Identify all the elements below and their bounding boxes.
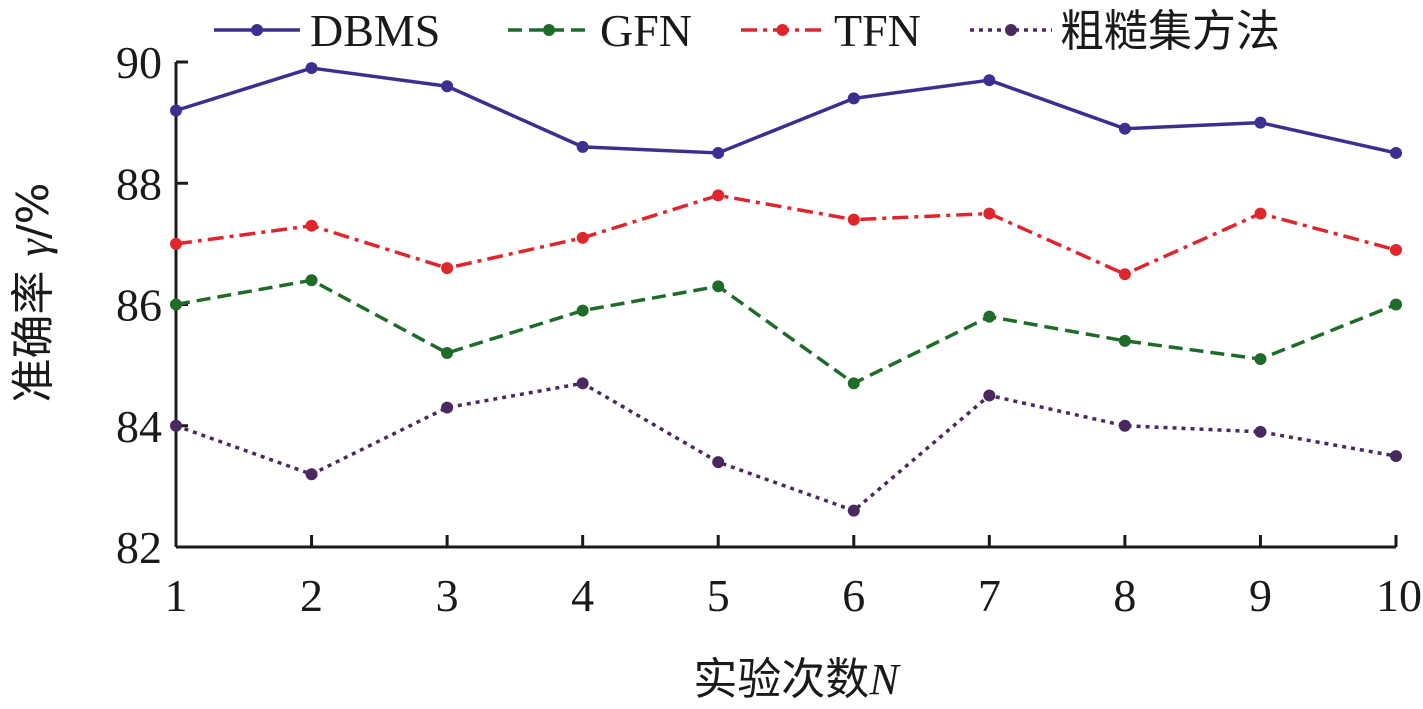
y-tick-label: 86 (116, 280, 162, 331)
legend-label: 粗糙集方法 (1060, 6, 1280, 57)
y-tick-label: 82 (116, 522, 162, 573)
x-tick-label: 3 (436, 570, 459, 621)
data-point (983, 310, 996, 323)
data-point (305, 62, 318, 75)
y-tick-label: 84 (116, 401, 162, 452)
data-point (441, 262, 454, 275)
data-point (305, 468, 318, 481)
data-point (305, 219, 318, 232)
data-point (1254, 207, 1267, 220)
data-point (170, 298, 182, 311)
data-point (576, 231, 589, 244)
data-point (1254, 353, 1267, 366)
data-point (305, 274, 318, 287)
y-tick-label: 90 (116, 37, 162, 88)
data-point (170, 104, 182, 117)
data-point (847, 213, 860, 226)
y-axis-title-text: 准确率 (8, 256, 59, 402)
data-point (170, 419, 182, 432)
series-line (175, 66, 1397, 155)
data-point (576, 140, 589, 153)
legend-entry: 粗糙集方法 (970, 6, 1280, 57)
x-tick-label: 9 (1249, 570, 1272, 621)
x-tick-label: 10 (1376, 570, 1422, 621)
data-point (1254, 116, 1267, 129)
data-point (441, 80, 454, 93)
legend-marker (543, 24, 555, 36)
y-tick-label: 88 (116, 158, 162, 209)
data-point (576, 304, 589, 317)
data-point (712, 280, 725, 293)
data-point (1118, 268, 1131, 281)
series-4 (170, 377, 1402, 517)
x-tick-label: 4 (571, 570, 594, 621)
data-point (441, 347, 454, 359)
data-point (712, 189, 725, 202)
series-1 (170, 62, 1402, 159)
data-point (983, 389, 996, 402)
data-point (1118, 419, 1131, 432)
legend: DBMS GFN TFN 粗糙集方法 (214, 5, 1280, 57)
data-point (1390, 243, 1402, 256)
data-point (847, 92, 860, 105)
x-tick-label: 7 (978, 570, 1001, 621)
data-point (170, 237, 182, 250)
legend-label: DBMS (310, 5, 440, 56)
axes: 82 84 86 88 90 1 2 3 4 5 6 7 8 9 10 (116, 37, 1422, 621)
x-axis-title: 实验次数N (693, 654, 901, 705)
data-point (1118, 122, 1131, 135)
data-point (1118, 334, 1131, 347)
y-axis-title: 准确率 γ/% (8, 183, 59, 403)
legend-label: TFN (834, 5, 921, 56)
x-axis-title-variable: N (868, 655, 901, 704)
series-line (175, 278, 1397, 386)
y-axis-title-variable: γ (9, 237, 58, 256)
legend-marker (251, 24, 263, 36)
legend-entry: TFN (741, 5, 921, 56)
legend-entry: DBMS (214, 5, 440, 56)
legend-entry: GFN (508, 5, 692, 56)
x-axis-title-text: 实验次数 (693, 654, 869, 705)
y-axis-title-unit: /% (8, 183, 59, 240)
x-tick-label: 5 (707, 570, 730, 621)
y-ticks: 82 84 86 88 90 (116, 37, 188, 573)
series-line (175, 381, 1397, 513)
x-tick-label: 6 (842, 570, 865, 621)
data-point (1254, 425, 1267, 438)
data-point (712, 146, 725, 159)
data-point (1390, 146, 1402, 159)
data-point (983, 207, 996, 220)
data-point (847, 504, 860, 517)
data-point (983, 74, 996, 87)
x-tick-label: 1 (165, 570, 188, 621)
data-point (712, 456, 725, 469)
legend-marker (776, 24, 789, 36)
x-tick-label: 8 (1113, 570, 1136, 621)
data-point (576, 377, 589, 390)
data-point (1390, 450, 1402, 463)
series-group (170, 62, 1402, 517)
series-3 (170, 189, 1402, 281)
x-tick-label: 2 (300, 570, 323, 621)
data-point (847, 377, 860, 390)
series-2 (170, 274, 1402, 390)
series-line (175, 193, 1397, 276)
data-point (441, 401, 454, 414)
data-point (1390, 298, 1402, 311)
legend-marker (1005, 24, 1017, 36)
legend-label: GFN (600, 5, 692, 56)
x-ticks: 1 2 3 4 5 6 7 8 9 10 (165, 535, 1422, 621)
